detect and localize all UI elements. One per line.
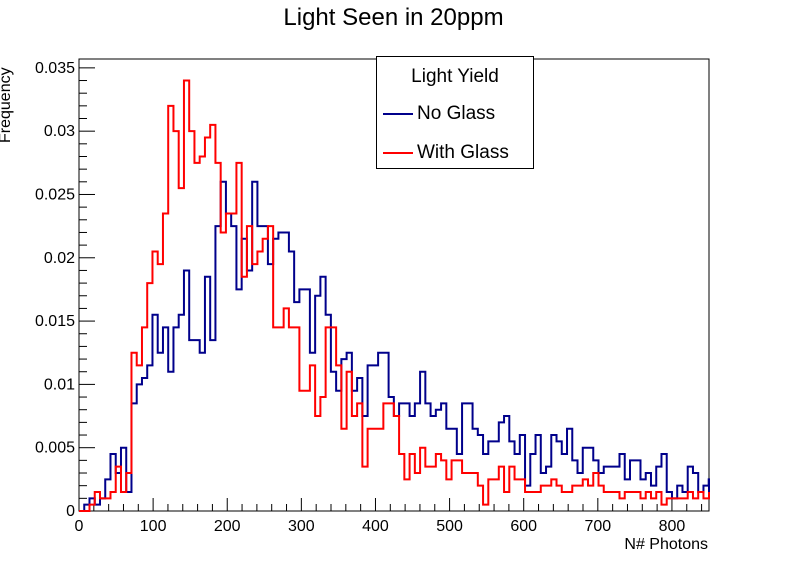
- x-tick-label: 300: [288, 518, 315, 535]
- y-tick-label: 0: [66, 503, 75, 520]
- series-with-glass-line: [79, 79, 710, 512]
- y-tick-label: 0.015: [35, 313, 75, 330]
- x-axis: 0 100 200 300 400 500 600 700 800: [75, 498, 703, 535]
- y-axis: 0 0.005 0.01 0.015 0.02 0.025 0.03 0.035: [35, 60, 95, 520]
- x-tick-label: 0: [75, 518, 84, 535]
- legend-swatch-no-glass: [383, 113, 413, 115]
- legend-swatch-with-glass: [383, 152, 413, 154]
- x-tick-label: 700: [584, 518, 611, 535]
- x-axis-label: N# Photons: [624, 536, 708, 553]
- y-tick-label: 0.025: [35, 186, 75, 203]
- x-tick-label: 400: [362, 518, 389, 535]
- y-tick-label: 0.005: [35, 440, 75, 457]
- legend-entry-no-glass: No Glass: [383, 102, 495, 126]
- y-tick-label: 0.035: [35, 60, 75, 77]
- y-tick-label: 0.01: [44, 376, 75, 393]
- y-tick-label: 0.02: [44, 250, 75, 267]
- chart-title: Light Seen in 20ppm: [283, 4, 504, 31]
- histogram-series: [79, 79, 710, 512]
- legend-label-with-glass: With Glass: [417, 142, 509, 163]
- x-tick-label: 200: [214, 518, 241, 535]
- series-no-glass-line: [79, 180, 710, 512]
- y-axis-label: Frequency: [0, 67, 14, 143]
- x-tick-label: 600: [510, 518, 537, 535]
- x-tick-label: 500: [436, 518, 463, 535]
- y-tick-label: 0.03: [44, 123, 75, 140]
- legend-label-no-glass: No Glass: [417, 103, 496, 124]
- legend: Light Yield No Glass With Glass: [376, 56, 534, 169]
- legend-title: Light Yield: [411, 66, 499, 87]
- x-tick-label: 800: [659, 518, 686, 535]
- legend-entry-with-glass: With Glass: [383, 141, 509, 165]
- x-tick-label: 100: [140, 518, 167, 535]
